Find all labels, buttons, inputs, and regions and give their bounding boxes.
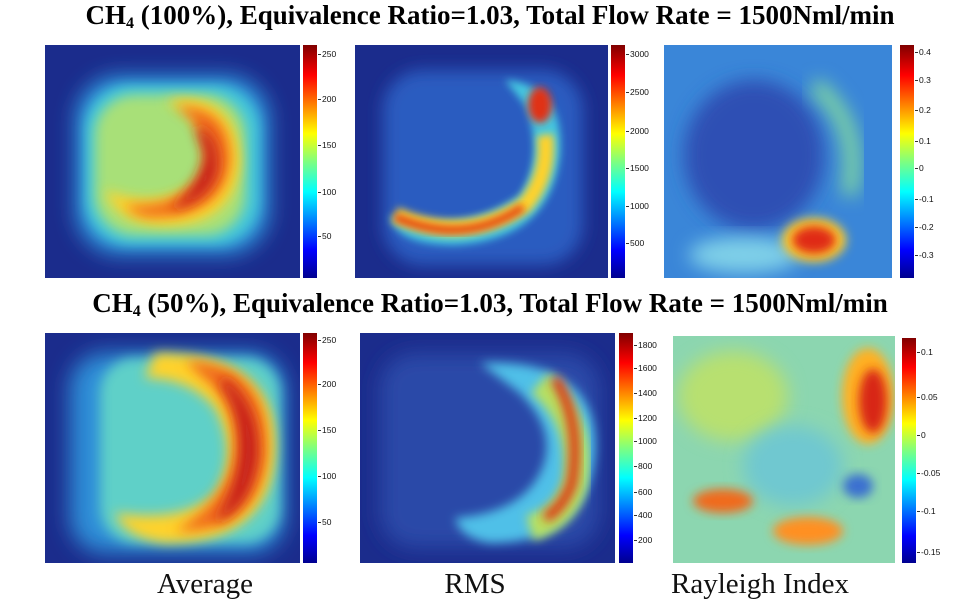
row-2-rayleigh-colorbar: [902, 338, 916, 563]
row-1-title-text: (100%), Equivalence Ratio=1.03, Total Fl…: [133, 0, 895, 30]
colorbar-tick: 250: [317, 49, 337, 60]
row-2-rms-colorbar: [619, 333, 633, 563]
row-1-rms-colorbar: [611, 45, 625, 278]
column-label-rayleigh-index: Rayleigh Index: [671, 568, 849, 600]
colorbar-tick: 250: [317, 334, 337, 345]
column-label-average: Average: [156, 568, 254, 600]
row-1-average-colorbar: [303, 45, 317, 278]
row-2-average-colorbar: [303, 333, 317, 563]
row-1-average-heatmap: [45, 45, 300, 278]
column-label-rms: RMS: [444, 568, 506, 600]
colorbar-tick: 600: [633, 486, 653, 497]
row-2-average-colorbar-ticks: 250 200 150 100 50: [317, 333, 362, 563]
colorbar-tick: 400: [633, 509, 653, 520]
colorbar-tick: 1000: [634, 436, 657, 447]
row-1-average-colorbar-ticks: 250 200 150 100 50: [317, 45, 362, 278]
colorbar-tick: -0.15: [916, 546, 941, 557]
colorbar-tick: 0: [915, 163, 924, 174]
colorbar-tick: 0.2: [915, 105, 931, 116]
colorbar-tick: 1000: [626, 200, 649, 211]
colorbar-tick: 200: [317, 93, 337, 104]
colorbar-tick: 2000: [626, 126, 649, 137]
row-1-rayleigh-heatmap: [664, 45, 892, 278]
row-2-rms-colorbar-ticks: 1800 1600 1400 1200 1000 800 600 400 200: [633, 333, 678, 563]
colorbar-tick: 150: [317, 140, 337, 151]
row-1-title-species: CH: [85, 0, 126, 30]
colorbar-tick: 1500: [626, 163, 649, 174]
row-2-rayleigh-heatmap: [673, 336, 895, 563]
colorbar-tick: 1200: [634, 413, 657, 424]
colorbar-tick: 50: [317, 516, 332, 527]
colorbar-tick: 0.4: [915, 46, 931, 57]
colorbar-tick: 0.1: [917, 346, 933, 357]
row-1-rayleigh-colorbar: [900, 45, 914, 278]
colorbar-tick: 1600: [634, 362, 657, 373]
row-2-average-heatmap: [45, 333, 300, 563]
colorbar-tick: 200: [633, 535, 653, 545]
colorbar-tick: -0.2: [915, 221, 934, 232]
colorbar-tick: 150: [317, 424, 337, 435]
row-2-title-subscript: 4: [132, 303, 141, 320]
colorbar-tick: 0.1: [915, 135, 931, 146]
row-2-title: CH4 (50%), Equivalence Ratio=1.03, Total…: [0, 288, 980, 321]
colorbar-tick: -0.1: [917, 506, 936, 517]
colorbar-tick: 50: [317, 231, 332, 242]
colorbar-tick: 2500: [626, 86, 649, 97]
row-1-rayleigh-colorbar-ticks: 0.4 0.3 0.2 0.1 0 -0.1 -0.2 -0.3: [915, 45, 959, 278]
row-1-title: CH4 (100%), Equivalence Ratio=1.03, Tota…: [0, 0, 980, 33]
row-1-title-subscript: 4: [125, 15, 134, 32]
row-2-title-text: (50%), Equivalence Ratio=1.03, Total Flo…: [140, 288, 888, 318]
row-1-rms-colorbar-ticks: 3000 2500 2000 1500 1000 500: [625, 45, 670, 278]
row-1-rms-heatmap: [355, 45, 608, 278]
colorbar-tick: 0.05: [917, 391, 938, 402]
colorbar-tick: 800: [633, 461, 653, 472]
colorbar-tick: 500: [625, 238, 645, 249]
row-2-title-species: CH: [92, 288, 133, 318]
colorbar-tick: -0.1: [915, 193, 934, 204]
colorbar-tick: 200: [317, 378, 337, 389]
colorbar-tick: -0.3: [915, 249, 934, 260]
colorbar-tick: 1800: [634, 339, 657, 350]
colorbar-tick: 0.3: [915, 74, 931, 85]
colorbar-tick: 0: [917, 429, 926, 440]
colorbar-tick: 3000: [626, 49, 649, 60]
row-2-rayleigh-colorbar-ticks: 0.1 0.05 0 -0.05 -0.1 -0.15: [916, 338, 961, 563]
colorbar-tick: 100: [317, 186, 337, 197]
colorbar-tick: 1400: [634, 387, 657, 398]
colorbar-tick: -0.05: [916, 468, 941, 478]
colorbar-tick: 100: [317, 470, 337, 481]
row-2-rms-heatmap: [360, 333, 615, 563]
